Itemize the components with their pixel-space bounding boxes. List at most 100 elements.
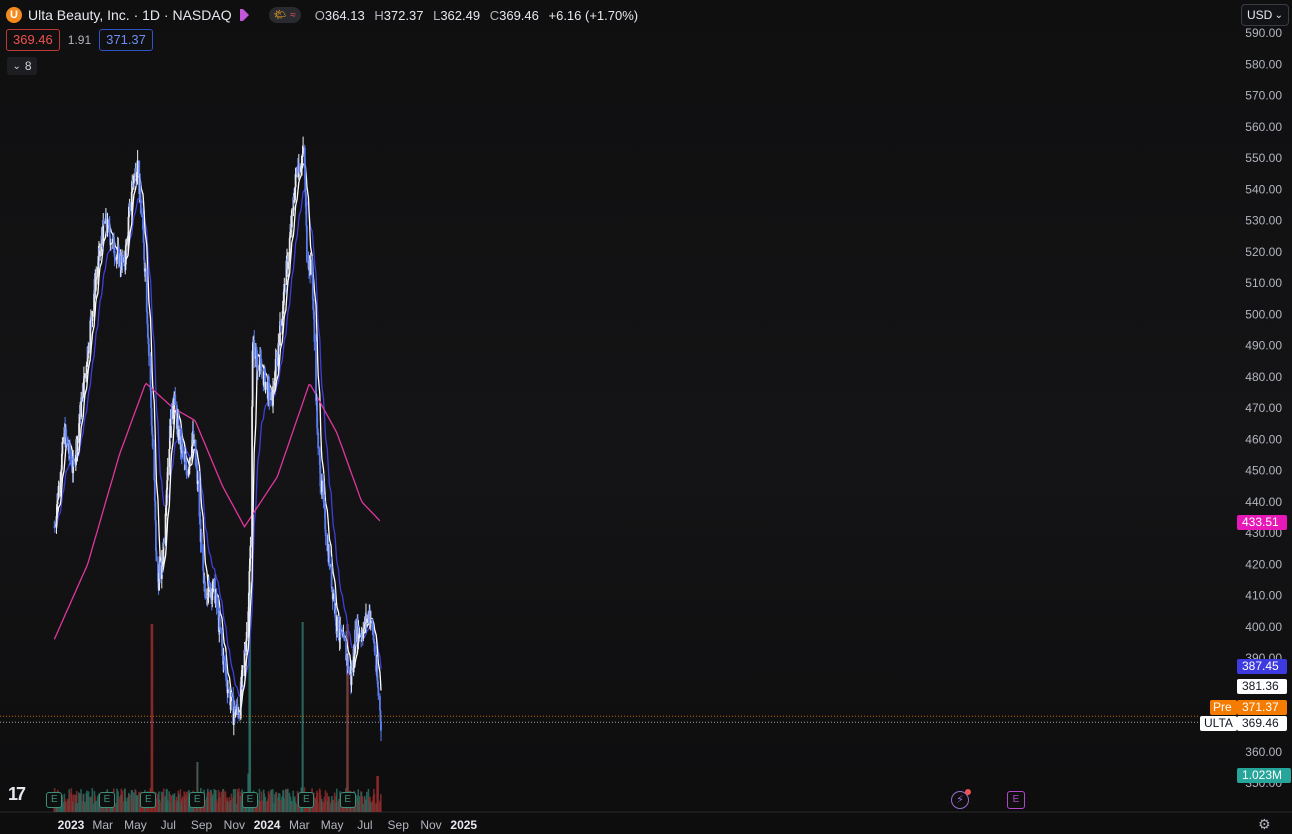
volume-bar — [234, 789, 237, 812]
earnings-icon[interactable]: E — [46, 792, 63, 808]
earnings-icon[interactable]: E — [98, 792, 115, 808]
earnings-icon[interactable]: E — [189, 792, 206, 808]
volume-bar — [136, 795, 139, 812]
candle-body — [184, 460, 187, 465]
volume-bar — [117, 798, 120, 812]
candle-body — [319, 486, 322, 492]
gear-icon[interactable]: ⚙ — [1258, 816, 1271, 832]
candle-body — [166, 480, 169, 491]
earnings-icon[interactable]: E — [140, 792, 157, 808]
candle-body — [120, 255, 122, 267]
candle-body — [366, 618, 368, 623]
high-value: 372.37 — [383, 7, 424, 23]
candle-body — [305, 207, 308, 226]
volume-bar — [80, 789, 82, 812]
ask-button[interactable]: 371.37 — [99, 29, 153, 51]
candle-body — [353, 652, 356, 657]
indicators-toggle[interactable]: ⌄ 8 — [7, 57, 37, 75]
flag-icon[interactable] — [242, 9, 249, 21]
x-axis[interactable]: 2023 Mar May Jul Sep Nov 2024 Mar May Jul Sep Nov 20… — [0, 811, 1292, 832]
candle-body — [123, 257, 126, 266]
candle-body — [226, 689, 229, 694]
candle-body — [338, 638, 341, 641]
candle-body — [93, 293, 96, 312]
candle-body — [248, 571, 251, 594]
volume-bar — [155, 798, 158, 812]
candle-body — [203, 581, 206, 590]
candle-body — [164, 513, 167, 544]
tradingview-logo-icon[interactable]: 17 — [8, 784, 26, 804]
volume-bar — [74, 794, 76, 812]
pre-market-price-tag: 371.37 — [1237, 700, 1287, 715]
candle-body — [241, 666, 244, 671]
x-tick-label: May — [321, 818, 344, 832]
earnings-icon[interactable]: E — [339, 792, 356, 808]
candle-body — [293, 200, 296, 202]
candle-body — [259, 356, 262, 361]
symbol-title[interactable]: Ulta Beauty, Inc. · 1D · NASDAQ — [28, 7, 232, 23]
upcoming-earnings-icon[interactable]: E — [1007, 791, 1025, 809]
candle-body — [376, 665, 379, 681]
candle-body — [115, 257, 118, 261]
candle-body — [321, 480, 323, 493]
candle-body — [262, 371, 265, 385]
x-tick-label: Mar — [289, 818, 310, 832]
session-pill[interactable]: 🌤 ≈ — [268, 7, 301, 23]
lightning-alert-icon[interactable]: ⚡ — [951, 789, 971, 809]
candle-body — [264, 368, 266, 390]
volume-bar — [169, 794, 172, 812]
volume-bar — [302, 622, 304, 812]
candle-body — [275, 358, 278, 367]
candle-body — [188, 458, 191, 467]
candle-body — [362, 628, 365, 639]
candle-body — [371, 620, 374, 625]
candle-body — [316, 399, 318, 429]
y-tick-label: 460.00 — [1245, 432, 1282, 446]
volume-bar — [61, 795, 64, 812]
candle-body — [332, 593, 335, 600]
earnings-icon[interactable]: E — [298, 792, 315, 808]
volume-bar — [196, 762, 199, 812]
candle-body — [170, 409, 173, 420]
candle-body — [110, 242, 113, 244]
candle-body — [86, 362, 89, 366]
candle-body — [155, 550, 158, 562]
y-axis[interactable]: 590.00 580.00 570.00 560.00 550.00 540.00 530.… — [1245, 26, 1282, 790]
candle-body — [90, 316, 93, 320]
candle-body — [102, 220, 105, 224]
candle-body — [138, 160, 141, 195]
volume-bar — [215, 799, 218, 812]
earnings-icon[interactable]: E — [241, 792, 258, 808]
currency-select[interactable]: USD ⌄ — [1241, 4, 1289, 26]
symbol-header[interactable]: U Ulta Beauty, Inc. · 1D · NASDAQ 🌤 ≈ O3… — [6, 5, 638, 25]
candle-body — [232, 695, 235, 725]
candle-body — [196, 469, 199, 484]
candle-body — [147, 337, 150, 345]
candle-body — [161, 561, 164, 567]
candle-body — [211, 581, 214, 593]
candle-body — [162, 542, 165, 562]
candle-body — [195, 465, 198, 468]
candle-body — [315, 341, 317, 401]
candle-body — [301, 153, 304, 157]
candle-body — [281, 318, 284, 326]
candle-body — [331, 587, 334, 600]
candle-body — [318, 448, 321, 466]
candle-body — [132, 175, 135, 184]
bid-button[interactable]: 369.46 — [6, 29, 60, 51]
candle-body — [55, 516, 58, 528]
candle-body — [323, 501, 325, 503]
candle-body — [380, 721, 382, 731]
candle-body — [224, 661, 227, 677]
volume-bar — [335, 788, 338, 812]
y-tick-label: 560.00 — [1245, 120, 1282, 134]
candle-body — [245, 640, 248, 652]
candle-body — [345, 641, 347, 661]
candle-body — [191, 432, 194, 447]
candle-body — [63, 436, 65, 443]
candle-body — [319, 465, 322, 487]
volume-bar — [211, 794, 214, 812]
x-tick-label: Mar — [92, 818, 113, 832]
volume-bar — [258, 788, 261, 812]
